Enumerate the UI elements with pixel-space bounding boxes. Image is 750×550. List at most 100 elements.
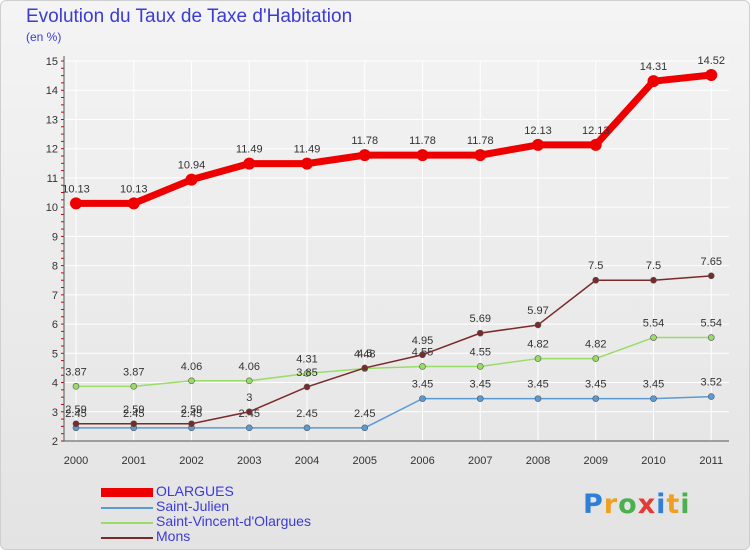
data-point (647, 75, 660, 88)
legend-label: OLARGUES (156, 483, 234, 499)
series-line-olargues (76, 71, 712, 207)
data-label: 4.5 (357, 348, 372, 360)
logo-letter: i (680, 489, 691, 520)
data-label: 4.06 (239, 361, 260, 373)
data-point (592, 355, 600, 362)
legend-label: Mons (156, 528, 191, 544)
data-point (534, 355, 542, 362)
data-label: 11.78 (351, 135, 378, 147)
data-point (650, 334, 657, 341)
data-label: 2.45 (354, 408, 375, 420)
data-point (361, 364, 369, 372)
y-tick-label: 12 (46, 144, 58, 156)
data-point (707, 393, 715, 400)
data-label: 5.54 (643, 318, 664, 330)
data-label: 4.95 (412, 335, 433, 347)
data-label: 2.45 (296, 408, 317, 420)
y-tick-label: 14 (46, 85, 58, 97)
data-point (361, 424, 369, 432)
data-point (532, 138, 544, 151)
x-tick-label: 2003 (237, 455, 261, 467)
data-label: 2.45 (65, 408, 86, 420)
legend-swatch (101, 522, 153, 524)
data-point (243, 157, 256, 170)
data-label: 11.49 (236, 144, 263, 156)
y-tick-label: 7 (52, 290, 58, 302)
data-label: 11.78 (467, 135, 494, 147)
data-point (245, 377, 253, 385)
data-point (476, 395, 484, 402)
data-label: 4.55 (470, 346, 491, 358)
data-point (592, 395, 600, 402)
x-tick-label: 2010 (641, 455, 665, 467)
proxiti-logo: Proxiti (583, 489, 691, 520)
data-point (70, 197, 82, 210)
data-label: 3.45 (412, 379, 433, 391)
y-tick-label: 6 (52, 319, 58, 331)
chart-unit-label: (en %) (26, 30, 62, 44)
data-point (130, 383, 138, 390)
data-point (127, 197, 140, 210)
y-tick-label: 8 (52, 261, 58, 273)
data-point (185, 173, 198, 186)
y-tick-label: 15 (46, 56, 58, 68)
data-label: 4.82 (585, 339, 606, 351)
data-label: 3 (246, 392, 252, 404)
data-label: 7.5 (646, 260, 661, 272)
x-tick-label: 2004 (295, 455, 319, 467)
data-label: 4.31 (296, 353, 317, 365)
data-label: 5.97 (527, 305, 548, 317)
y-tick-label: 11 (47, 173, 58, 185)
x-tick-label: 2001 (122, 455, 146, 467)
data-label: 3.45 (470, 379, 491, 391)
logo-letter: P (583, 489, 604, 520)
data-label: 14.31 (640, 61, 668, 73)
data-label: 2.59 (65, 404, 86, 416)
data-label: 3.45 (643, 379, 664, 391)
x-tick-label: 2009 (584, 455, 608, 467)
data-label: 10.94 (178, 160, 206, 172)
x-tick-label: 2005 (353, 455, 377, 467)
data-label: 2.59 (181, 404, 202, 416)
data-label: 14.52 (697, 55, 725, 67)
data-point (301, 157, 313, 170)
data-point (592, 276, 600, 284)
x-tick-label: 2008 (526, 455, 550, 467)
data-label: 11.49 (294, 144, 321, 156)
x-tick-label: 2006 (410, 455, 434, 467)
data-point (650, 395, 657, 402)
legend-swatch (101, 537, 153, 539)
data-point (416, 149, 429, 162)
data-point (72, 383, 80, 390)
data-point (303, 370, 311, 377)
y-tick-label: 10 (46, 202, 58, 214)
data-label: 11.78 (409, 135, 436, 147)
legend-label: Saint-Julien (156, 498, 230, 514)
data-label: 4.48 (354, 349, 375, 361)
data-label: 2.45 (123, 408, 144, 420)
chart-title: Evolution du Taux de Taxe d'Habitation (26, 6, 353, 27)
y-tick-label: 9 (52, 231, 58, 243)
data-point (188, 377, 195, 385)
y-tick-label: 3 (52, 407, 58, 419)
data-point (419, 363, 426, 370)
y-tick-label: 4 (52, 378, 58, 390)
legend-swatch (101, 507, 153, 509)
x-tick-label: 2002 (179, 455, 203, 467)
y-tick-label: 13 (46, 114, 58, 126)
data-point (534, 321, 542, 329)
legend-label: Saint-Vincent-d'Olargues (156, 513, 311, 529)
series-line-mons (76, 275, 712, 425)
data-label: 7.5 (588, 260, 603, 272)
x-tick-label: 2000 (64, 455, 88, 467)
data-point (358, 149, 371, 162)
data-label: 10.13 (62, 183, 90, 195)
data-label: 3.45 (527, 379, 548, 391)
data-label: 2.59 (123, 404, 144, 416)
data-label: 4.82 (527, 339, 548, 351)
data-label: 3.87 (123, 366, 144, 378)
data-label: 12.13 (582, 125, 610, 137)
logo-letter: o (618, 489, 638, 520)
data-label: 4.06 (181, 361, 202, 373)
